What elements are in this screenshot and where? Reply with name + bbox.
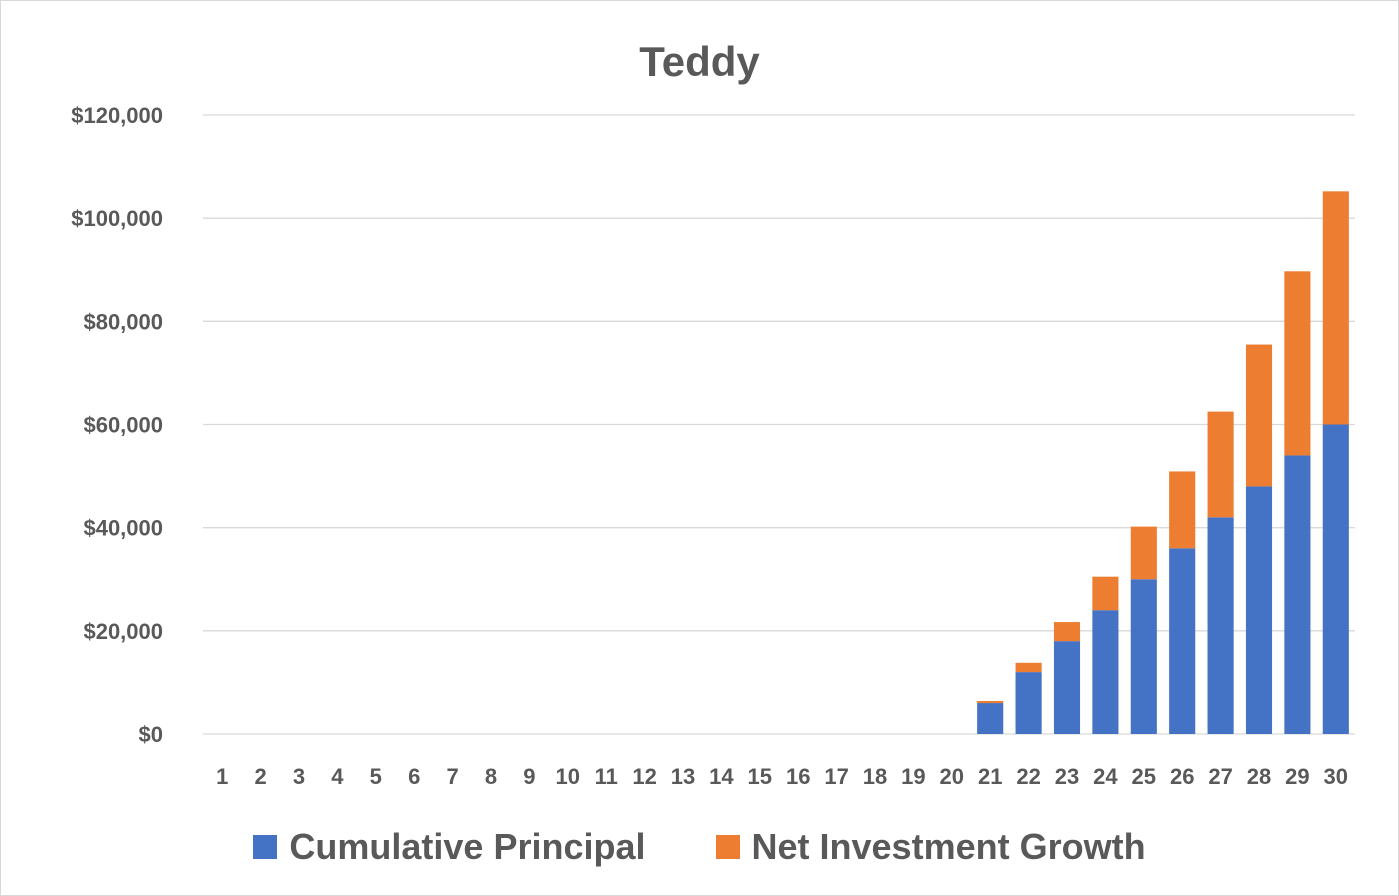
x-tick-label: 22 (1016, 764, 1040, 789)
y-tick-label: $100,000 (71, 206, 163, 231)
bar-growth (977, 700, 1004, 704)
x-tick-label: 20 (940, 764, 964, 789)
x-tick-label: 13 (671, 764, 695, 789)
bar-principal (977, 703, 1004, 734)
x-tick-label: 6 (408, 764, 420, 789)
bar-principal (1169, 548, 1196, 734)
legend-label-growth: Net Investment Growth (751, 826, 1146, 867)
x-tick-label: 23 (1055, 764, 1079, 789)
bar-principal (1322, 424, 1349, 734)
legend-item-principal: Cumulative Principal (253, 826, 646, 868)
x-tick-label: 14 (709, 764, 734, 789)
bar-growth (1169, 471, 1196, 549)
x-tick-label: 28 (1247, 764, 1271, 789)
chart-title: Teddy (639, 38, 760, 85)
x-tick-label: 21 (978, 764, 1002, 789)
x-tick-label: 24 (1093, 764, 1118, 789)
y-tick-label: $60,000 (83, 413, 163, 438)
x-tick-label: 2 (254, 764, 266, 789)
x-tick-label: 3 (293, 764, 305, 789)
bar-principal (1092, 610, 1119, 734)
legend-item-growth: Net Investment Growth (715, 826, 1146, 868)
bar-growth (1207, 411, 1234, 518)
x-tick-label: 30 (1324, 764, 1348, 789)
bar-principal (1207, 517, 1234, 734)
y-tick-label: $120,000 (71, 103, 163, 128)
legend-swatch-principal (253, 835, 278, 859)
x-tick-label: 4 (331, 764, 344, 789)
legend-swatch-growth (715, 835, 740, 859)
legend: Cumulative Principal Net Investment Grow… (0, 826, 1399, 868)
bar-growth (1092, 576, 1119, 611)
x-tick-label: 18 (863, 764, 887, 789)
x-tick-label: 1 (216, 764, 228, 789)
x-tick-label: 11 (595, 764, 618, 789)
x-tick-label: 15 (748, 764, 772, 789)
bar-growth (1015, 662, 1042, 673)
x-tick-label: 16 (786, 764, 810, 789)
x-tick-label: 29 (1285, 764, 1309, 789)
x-tick-label: 26 (1170, 764, 1194, 789)
y-tick-label: $20,000 (83, 619, 163, 644)
bar-growth (1245, 344, 1273, 487)
x-tick-label: 27 (1208, 764, 1232, 789)
y-tick-label: $40,000 (83, 516, 163, 541)
legend-label-principal: Cumulative Principal (289, 826, 646, 867)
x-tick-label: 9 (523, 764, 535, 789)
x-tick-label: 7 (446, 764, 458, 789)
bar-principal (1015, 672, 1042, 734)
x-tick-label: 17 (824, 764, 848, 789)
bar-principal (1284, 455, 1311, 734)
x-tick-label: 10 (556, 764, 580, 789)
y-tick-label: $0 (139, 722, 163, 747)
x-tick-label: 5 (370, 764, 382, 789)
y-tick-label: $80,000 (83, 309, 163, 334)
bar-principal (1130, 579, 1157, 734)
bar-growth (1130, 526, 1157, 580)
bar-growth (1284, 271, 1311, 456)
x-tick-label: 12 (632, 764, 656, 789)
bar-growth (1053, 622, 1081, 642)
bar-principal (1245, 486, 1273, 734)
x-tick-label: 8 (485, 764, 497, 789)
x-tick-label: 19 (901, 764, 925, 789)
bar-principal (1053, 641, 1081, 734)
x-tick-label: 25 (1132, 764, 1156, 789)
bar-growth (1322, 191, 1349, 425)
